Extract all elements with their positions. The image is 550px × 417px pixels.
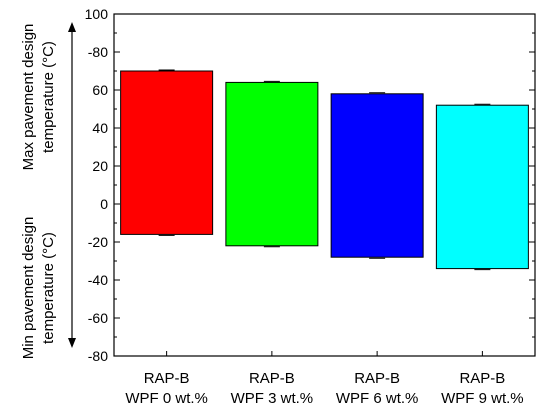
- x-tick-label: WPF 0 wt.%: [125, 390, 208, 407]
- y-tick-label: 60: [92, 82, 108, 98]
- y-label-lower: Min pavement design: [20, 217, 37, 360]
- x-tick-label: RAP-B: [354, 370, 400, 387]
- x-axis: RAP-B WPF 0 wt.% RAP-B WPF 3 wt.% RAP-B WPF 6…: [125, 351, 524, 407]
- y-tick-label: 0: [100, 196, 108, 212]
- bar-1: [225, 81, 319, 247]
- y-tick-label: 40: [92, 120, 108, 136]
- x-tick-label: RAP-B: [459, 370, 505, 387]
- x-tick-label: WPF 6 wt.%: [336, 390, 419, 407]
- y-axis-labels: Max pavement design temperature (°C)Min p…: [20, 22, 76, 359]
- x-tick-label: RAP-B: [144, 370, 190, 387]
- y-label-upper: Max pavement design: [20, 24, 37, 171]
- y-arrow-down-head: [68, 338, 76, 348]
- y-label-lower: temperature (°C): [40, 232, 57, 344]
- y-tick-label: 20: [92, 158, 108, 174]
- bar-2: [330, 93, 424, 258]
- y-label-upper: temperature (°C): [40, 41, 57, 153]
- y-tick-label: -80: [88, 348, 108, 364]
- bars-layer: [120, 69, 529, 271]
- y-tick-label: -80: [88, 44, 108, 60]
- y-tick-label: -20: [88, 234, 108, 250]
- y-arrow-up-head: [68, 22, 76, 32]
- y-axis: -80 -60 -40 -20 0 20 40 60 -80 100: [85, 6, 535, 364]
- x-tick-label: RAP-B: [249, 370, 295, 387]
- y-tick-label: 100: [85, 6, 109, 22]
- y-tick-label: -40: [88, 272, 108, 288]
- x-tick-label: WPF 9 wt.%: [441, 390, 524, 407]
- bar-0: [120, 70, 214, 235]
- y-tick-label: -60: [88, 310, 108, 326]
- bar-3: [435, 104, 529, 270]
- x-tick-label: WPF 3 wt.%: [231, 390, 314, 407]
